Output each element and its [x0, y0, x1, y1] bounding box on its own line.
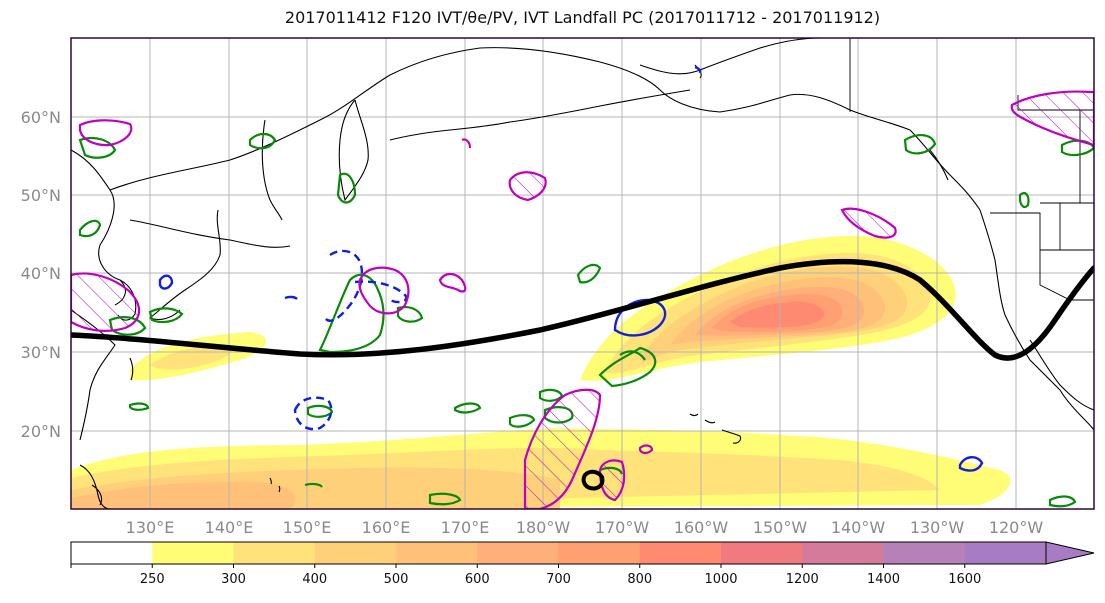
lon-label: 140°W	[831, 518, 886, 537]
map-title: 2017011412 F120 IVT/θe/PV, IVT Landfall …	[284, 8, 881, 27]
landfall-pc-line	[71, 258, 1094, 361]
lat-label: 60°N	[21, 108, 61, 127]
lon-label: 160°W	[674, 518, 729, 537]
lat-label: 50°N	[21, 186, 61, 205]
lat-axis: 60°N 50°N 40°N 30°N 20°N	[21, 108, 61, 441]
lon-axis: 130°E 140°E 150°E 160°E 170°E 180°W 170°…	[126, 518, 1044, 537]
colorbar-cell	[152, 542, 235, 564]
colorbar-cell	[883, 542, 966, 564]
colorbar-cell	[964, 542, 1047, 564]
graticule	[71, 38, 1094, 509]
colorbar-cell	[802, 542, 885, 564]
colorbar-level-label: 700	[546, 572, 571, 587]
coastlines	[71, 38, 1094, 509]
colorbar-cell	[396, 542, 478, 564]
colorbar-cell	[233, 542, 316, 564]
lat-label: 30°N	[21, 343, 61, 362]
colorbar-cell	[558, 542, 641, 564]
colorbar: 250 300 400 500 600 700 800 1000 1200 1400 1600	[70, 541, 1095, 587]
lon-label: 150°E	[283, 518, 332, 537]
colorbar-level-label: 300	[221, 572, 246, 587]
colorbar-cell	[639, 542, 722, 564]
colorbar-extend-arrow	[1045, 541, 1095, 565]
colorbar-level-label: 600	[465, 572, 490, 587]
colorbar-cell	[477, 542, 560, 564]
lon-label: 160°E	[362, 518, 411, 537]
colorbar-cell	[71, 542, 153, 564]
magenta-contours	[71, 90, 1094, 509]
colorbar-level-label: 1600	[948, 572, 981, 587]
plot-frame	[70, 37, 1095, 510]
lat-label: 20°N	[21, 422, 61, 441]
colorbar-cell	[721, 542, 803, 564]
colorbar-level-label: 1400	[867, 572, 900, 587]
colorbar-level-label: 400	[302, 572, 327, 587]
ivt-shading	[71, 235, 1011, 509]
lon-label: 120°W	[989, 518, 1044, 537]
lon-label: 180°W	[516, 518, 571, 537]
colorbar-level-label: 800	[627, 572, 652, 587]
colorbar-cell	[314, 542, 397, 564]
lon-label: 130°W	[910, 518, 965, 537]
black-small-contour	[581, 469, 605, 491]
colorbar-level-label: 500	[384, 572, 409, 587]
colorbar-level-label: 1200	[786, 572, 819, 587]
lon-label: 150°W	[753, 518, 808, 537]
colorbar-level-label: 250	[140, 572, 165, 587]
lon-label: 170°E	[441, 518, 490, 537]
colorbar-level-label: 1000	[704, 572, 737, 587]
lon-label: 140°E	[205, 518, 254, 537]
lon-label: 170°W	[595, 518, 650, 537]
lon-label: 130°E	[126, 518, 175, 537]
lat-label: 40°N	[21, 264, 61, 283]
